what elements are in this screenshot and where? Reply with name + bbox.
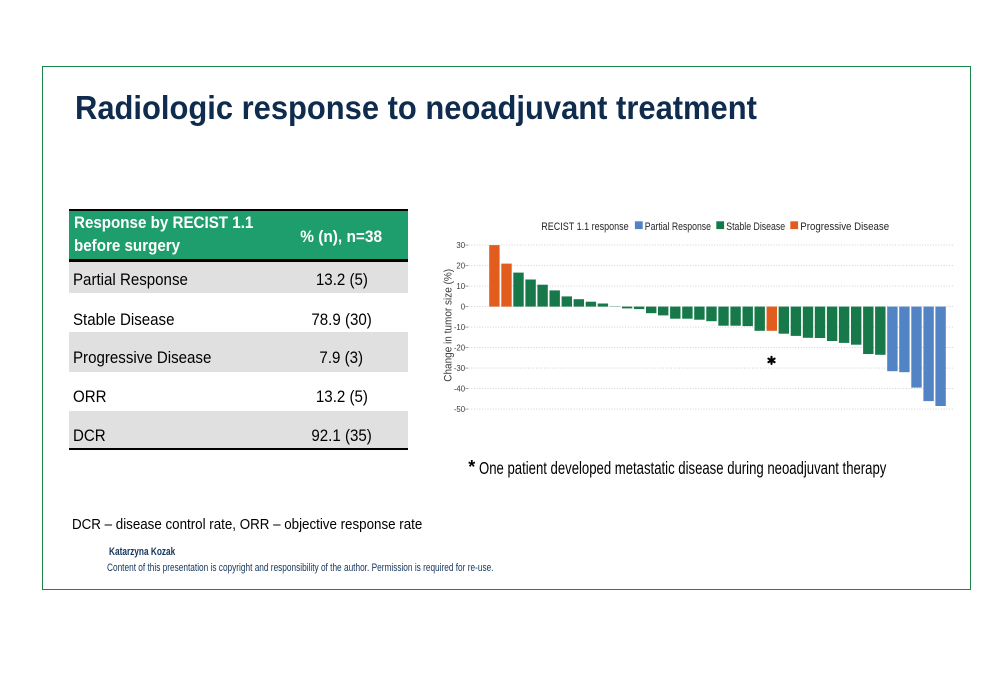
svg-text:RECIST 1.1 response: RECIST 1.1 response [541, 221, 628, 233]
svg-text:-50: -50 [454, 405, 466, 414]
svg-text:-10: -10 [454, 323, 466, 332]
svg-text:Stable Disease: Stable Disease [726, 221, 785, 233]
svg-text:10: 10 [456, 282, 465, 291]
svg-text:0: 0 [461, 302, 466, 311]
svg-text:20: 20 [456, 261, 465, 270]
svg-text:-20: -20 [454, 343, 466, 352]
svg-text:-40: -40 [454, 384, 466, 393]
svg-text:30: 30 [456, 241, 465, 250]
svg-text:Partial Response: Partial Response [645, 221, 711, 233]
svg-text:Change in tumor size (%): Change in tumor size (%) [442, 269, 454, 382]
svg-text:Progressive Disease: Progressive Disease [800, 221, 889, 233]
svg-text:-30: -30 [454, 364, 466, 373]
